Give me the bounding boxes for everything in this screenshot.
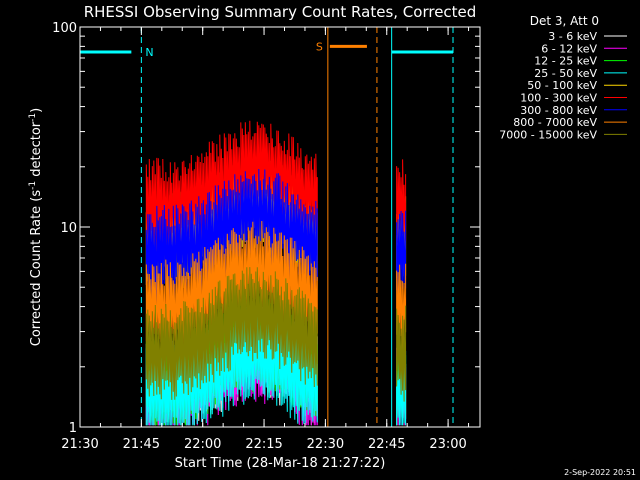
series-trace [145,120,318,255]
y-tick-label: 100 [52,21,77,36]
series-line [145,267,407,402]
x-tick-label: 21:30 [61,437,98,452]
legend-entry: 300 - 800 keV [520,104,597,117]
annotation-label: S [316,40,323,53]
x-tick-label: 22:30 [307,437,344,452]
x-tick-label: 22:00 [184,437,221,452]
legend-entry: 7000 - 15000 keV [499,128,597,141]
x-tick-label: 21:45 [123,437,160,452]
y-tick-label: 1 [69,421,77,436]
legend-entry: 3 - 6 keV [548,30,597,43]
footer-date: 2-Sep-2022 20:51 [564,468,636,477]
y-tick-label: 10 [60,221,77,236]
legend-entry: 800 - 7000 keV [513,116,597,129]
legend-header: Det 3, Att 0 [530,14,599,28]
y-axis-label: Corrected Count Rate (s-1 detector-1) [28,108,44,346]
axis-layer: 21:30 21:45 22:00 22:15 22:30 22:45 23:00 1 10 10… [52,21,480,452]
legend-entry: 50 - 100 keV [527,79,597,92]
x-tick-label: 22:15 [245,437,282,452]
series-trace [396,305,407,402]
chart-title: RHESSI Observing Summary Count Rates, Co… [84,3,477,21]
x-tick-label: 23:00 [429,437,466,452]
data-layer [145,120,407,426]
legend-entry: 6 - 12 keV [541,42,597,55]
annotation-label: N [145,46,153,59]
legend-entry: 100 - 300 keV [520,92,597,105]
x-axis-label: Start Time (28-Mar-18 21:27:22) [175,456,386,471]
x-tick-label: 22:45 [368,437,405,452]
legend-entry: 25 - 50 keV [534,67,597,80]
series-trace [145,267,318,400]
legend-entry: 12 - 25 keV [534,55,597,68]
